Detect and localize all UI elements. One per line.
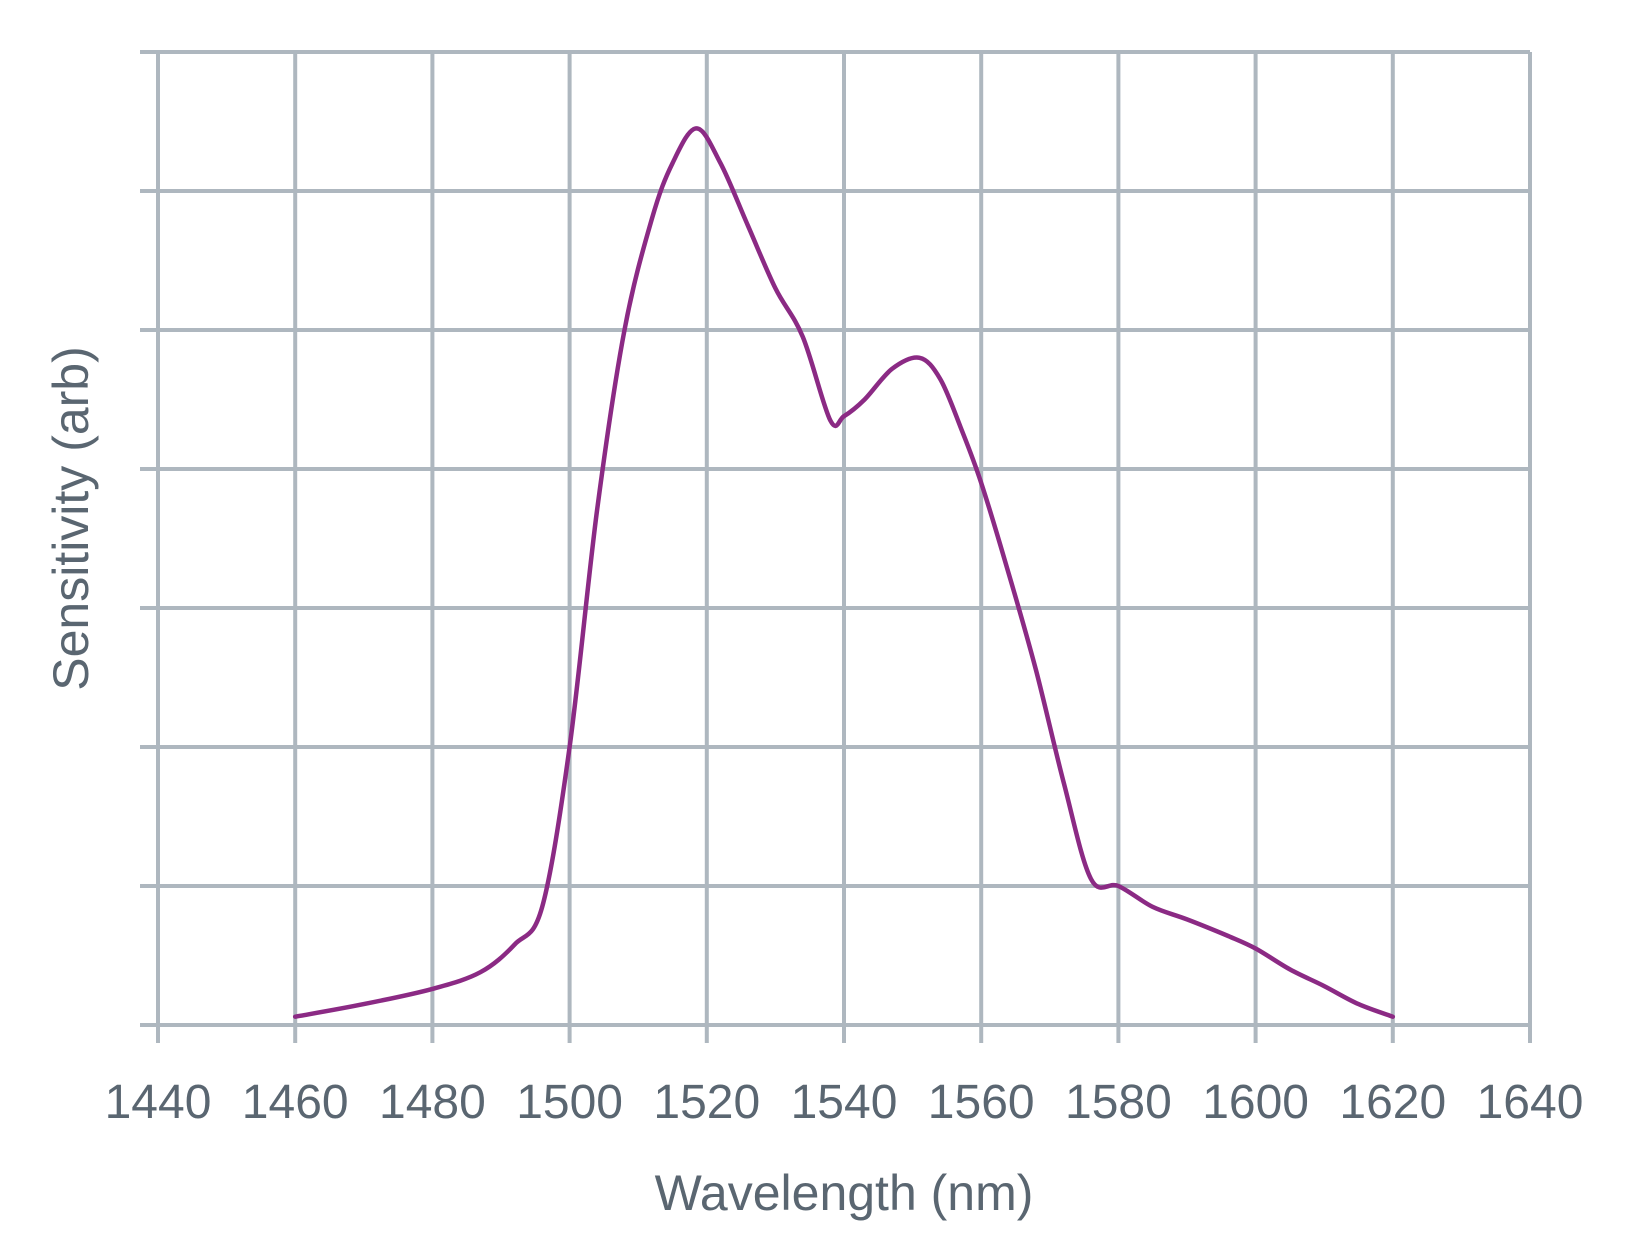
x-tick-label: 1540 — [791, 1076, 898, 1129]
x-tick-label: 1460 — [242, 1076, 349, 1129]
x-tick-label: 1560 — [928, 1076, 1035, 1129]
x-tick-label: 1520 — [653, 1076, 760, 1129]
x-tick-label: 1440 — [105, 1076, 212, 1129]
x-tick-label: 1600 — [1202, 1076, 1309, 1129]
y-axis-title: Sensitivity (arb) — [43, 346, 99, 691]
x-axis-tick-labels: 1440 1460 1480 1500 1520 1540 1560 1580 1600 1620… — [105, 1076, 1584, 1129]
sensitivity-curve — [292, 126, 1396, 1019]
x-tick-label: 1580 — [1065, 1076, 1172, 1129]
x-tick-label: 1500 — [516, 1076, 623, 1129]
x-tick-label: 1480 — [379, 1076, 486, 1129]
chart-grid — [140, 50, 1532, 1043]
x-tick-label: 1640 — [1477, 1076, 1584, 1129]
x-tick-label: 1620 — [1339, 1076, 1446, 1129]
x-axis-title: Wavelength (nm) — [655, 1165, 1034, 1221]
